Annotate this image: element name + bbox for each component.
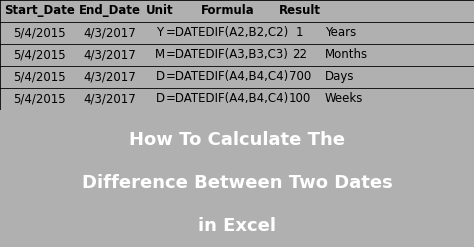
Text: 100: 100 — [289, 92, 311, 105]
Text: 5/4/2015: 5/4/2015 — [13, 48, 65, 62]
Text: Years: Years — [325, 26, 356, 40]
Text: =DATEDIF(A4,B4,C4): =DATEDIF(A4,B4,C4) — [166, 70, 289, 83]
Text: How To Calculate The: How To Calculate The — [129, 131, 345, 149]
Text: M: M — [155, 48, 165, 62]
Text: D: D — [155, 70, 164, 83]
Text: =DATEDIF(A3,B3,C3): =DATEDIF(A3,B3,C3) — [166, 48, 289, 62]
Text: Start_Date: Start_Date — [4, 4, 74, 18]
Text: 700: 700 — [289, 70, 311, 83]
Text: =DATEDIF(A2,B2,C2): =DATEDIF(A2,B2,C2) — [166, 26, 289, 40]
Text: End_Date: End_Date — [79, 4, 141, 18]
Text: D: D — [155, 92, 164, 105]
Text: Y: Y — [156, 26, 164, 40]
Text: 5/4/2015: 5/4/2015 — [13, 70, 65, 83]
Text: 4/3/2017: 4/3/2017 — [84, 70, 137, 83]
Text: =DATEDIF(A4,B4,C4): =DATEDIF(A4,B4,C4) — [166, 92, 289, 105]
Text: 4/3/2017: 4/3/2017 — [84, 26, 137, 40]
Text: 22: 22 — [292, 48, 307, 62]
Text: 4/3/2017: 4/3/2017 — [84, 48, 137, 62]
Text: Unit: Unit — [146, 4, 174, 18]
Text: Weeks: Weeks — [325, 92, 363, 105]
Text: 4/3/2017: 4/3/2017 — [84, 92, 137, 105]
Text: Months: Months — [325, 48, 368, 62]
Text: 5/4/2015: 5/4/2015 — [13, 26, 65, 40]
Text: in Excel: in Excel — [198, 217, 276, 235]
Text: Result: Result — [279, 4, 321, 18]
Text: Days: Days — [325, 70, 354, 83]
Text: 1: 1 — [296, 26, 303, 40]
Text: Formula: Formula — [201, 4, 255, 18]
Text: Difference Between Two Dates: Difference Between Two Dates — [82, 174, 392, 192]
Text: 5/4/2015: 5/4/2015 — [13, 92, 65, 105]
